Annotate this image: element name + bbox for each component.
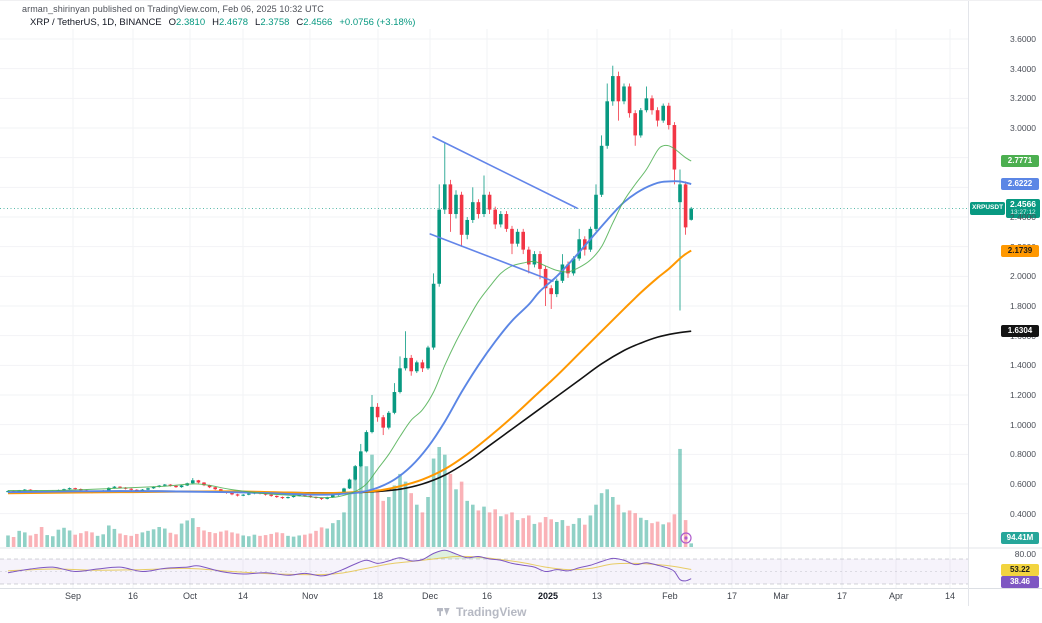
price-tick-label: 1.0000 [1010, 419, 1036, 430]
ma-black-price-badge: 1.6304 [1001, 325, 1039, 338]
ma-green-line [7, 144, 692, 499]
last-price-badge: XRPUSDT 2.4566 13:27:12 [970, 199, 1040, 219]
time-axis[interactable]: Sep 16 Oct 14 Nov 18 Dec 16 2025 13 Feb 17 Mar 17 Apr 1… [0, 589, 968, 605]
ma-orange-price-badge: 2.1739 [1001, 244, 1039, 257]
chart-legend[interactable]: XRP / TetherUS, 1D, BINANCE O2.3810 H2.467… [30, 17, 415, 28]
price-tick-label: 0.4000 [1010, 508, 1036, 519]
time-tick-label: 14 [237, 591, 248, 601]
time-tick-label: Dec [421, 591, 438, 601]
gridlines [0, 29, 968, 588]
price-tick-label: 3.2000 [1010, 93, 1036, 104]
rsi-ma-line [7, 555, 692, 576]
volume-badge: 94.41M [1001, 532, 1039, 544]
moving-averages [7, 144, 692, 499]
candles-layer[interactable] [6, 65, 693, 501]
price-tick-label: 1.2000 [1010, 389, 1036, 400]
price-tick-label: 3.6000 [1010, 34, 1036, 44]
price-tick-label: 1.4000 [1010, 360, 1036, 371]
time-tick-label: 17 [726, 591, 738, 601]
time-tick-label: Mar [773, 591, 789, 601]
ma-blue-line [7, 180, 692, 496]
publish-header: arman_shirinyan published on TradingView… [22, 4, 324, 14]
time-tick-label: 17 [836, 591, 847, 601]
tradingview-logo-icon [437, 608, 450, 616]
time-tick-label: Apr [888, 591, 903, 601]
time-tick-label: 2025 [537, 591, 558, 601]
time-tick-label: Feb [662, 591, 678, 601]
rsi-ma-badge: 53.22 [1001, 563, 1039, 576]
time-tick-label: 16 [481, 591, 493, 601]
price-tick-label: 3.4000 [1010, 63, 1036, 74]
time-tick-label: 14 [944, 591, 955, 601]
trendline-drawings[interactable] [429, 136, 578, 282]
change-value: +0.0756 (+3.18%) [339, 17, 416, 28]
rsi-tick-label: 80.00 [1014, 548, 1036, 559]
ohlc-l-value: L2.3758 [255, 17, 290, 28]
last-price-value: 2.4566 [1010, 199, 1037, 210]
ohlc-h-value: H2.4678 [212, 17, 249, 28]
price-tick-label: 1.8000 [1010, 300, 1036, 311]
time-tick-label: Nov [301, 591, 318, 601]
ma-blue-price-badge: 2.6222 [1001, 178, 1039, 191]
price-tick-label: 0.6000 [1010, 478, 1036, 489]
last-price-chip: 2.4566 13:27:12 [1006, 199, 1040, 219]
ohlc-o-value: O2.3810 [168, 17, 206, 28]
tradingview-watermark[interactable]: TradingView [436, 604, 526, 619]
bar-countdown: 13:27:12 [1010, 209, 1036, 217]
volume-bars [6, 447, 693, 547]
ohlc-values: O2.3810 H2.4678 L2.3758 C2.4566 [162, 17, 333, 28]
price-tick-label: 2.0000 [1010, 271, 1036, 282]
symbol-title[interactable]: XRP / TetherUS, 1D, BINANCE [30, 17, 162, 28]
price-tick-label: 0.8000 [1010, 449, 1036, 460]
tradingview-watermark-text: TradingView [456, 604, 527, 619]
price-tick-label: 3.0000 [1010, 122, 1036, 133]
event-marker-icon[interactable] [680, 532, 692, 544]
ma-black-line [7, 330, 692, 494]
price-axis[interactable]: XRPUSDT 2.4566 13:27:12 94.41M 80.00 53.… [968, 1, 1042, 623]
price-tick-label: 2.4000 [1010, 211, 1036, 222]
ma-green-price-badge: 2.7771 [1001, 155, 1039, 168]
rsi-line [7, 549, 692, 582]
ma-orange-line [7, 249, 692, 495]
ohlc-c-value: C2.4566 [296, 17, 333, 28]
time-tick-label: 18 [372, 591, 384, 601]
time-tick-label: 13 [591, 591, 602, 601]
rsi-pane [0, 549, 968, 585]
rsi-value-badge: 38.46 [1001, 575, 1039, 588]
time-tick-label: 16 [127, 591, 139, 601]
time-tick-label: Sep [64, 591, 81, 601]
symbol-tag: XRPUSDT [970, 202, 1006, 215]
time-tick-label: Oct [183, 591, 198, 601]
